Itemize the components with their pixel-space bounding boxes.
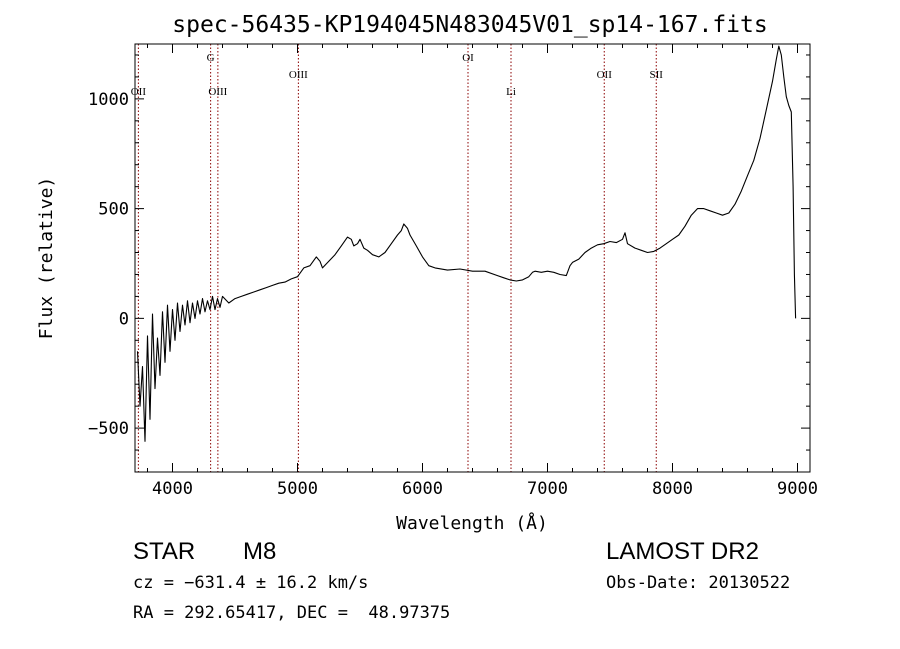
line-markers: OII G OIII OIII OI Li OII SII: [131, 44, 664, 472]
y-tick-label: 1000: [88, 90, 129, 110]
x-tick-label: 8000: [652, 479, 693, 499]
y-axis-label: Flux (relative): [36, 177, 57, 340]
survey-name: LAMOST DR2: [606, 538, 759, 565]
y-tick-label: 0: [119, 309, 129, 329]
marker-label: OII: [597, 69, 613, 81]
axis-ticks: 4000 5000 6000 7000 8000 9000 −500 0 500 1000: [88, 44, 818, 499]
x-axis-label: Wavelength (Å): [396, 512, 548, 534]
y-tick-label: 500: [98, 200, 129, 220]
x-tick-label: 9000: [777, 479, 818, 499]
marker-label: SII: [650, 69, 664, 81]
plot-frame: [134, 43, 811, 473]
marker-label: G: [207, 52, 215, 64]
redshift-velocity: cz = −631.4 ± 16.2 km/s: [133, 573, 369, 593]
marker-label: OII: [131, 86, 147, 98]
marker-label: OIII: [208, 86, 227, 98]
observation-date: Obs-Date: 20130522: [606, 573, 791, 593]
plot-area: [136, 45, 797, 442]
spectrum-line: [136, 45, 797, 442]
x-tick-label: 6000: [402, 479, 443, 499]
y-tick-label: −500: [88, 419, 129, 439]
object-class: STAR: [133, 538, 196, 565]
coordinates: RA = 292.65417, DEC = 48.97375: [133, 603, 451, 623]
object-subclass: M8: [243, 538, 277, 565]
marker-label: Li: [506, 86, 516, 98]
marker-label: OIII: [289, 69, 308, 81]
marker-label: OI: [462, 52, 474, 64]
x-tick-label: 5000: [277, 479, 318, 499]
chart-title: spec-56435-KP194045N483045V01_sp14-167.f…: [172, 12, 767, 38]
x-tick-label: 7000: [527, 479, 568, 499]
x-tick-label: 4000: [152, 479, 193, 499]
